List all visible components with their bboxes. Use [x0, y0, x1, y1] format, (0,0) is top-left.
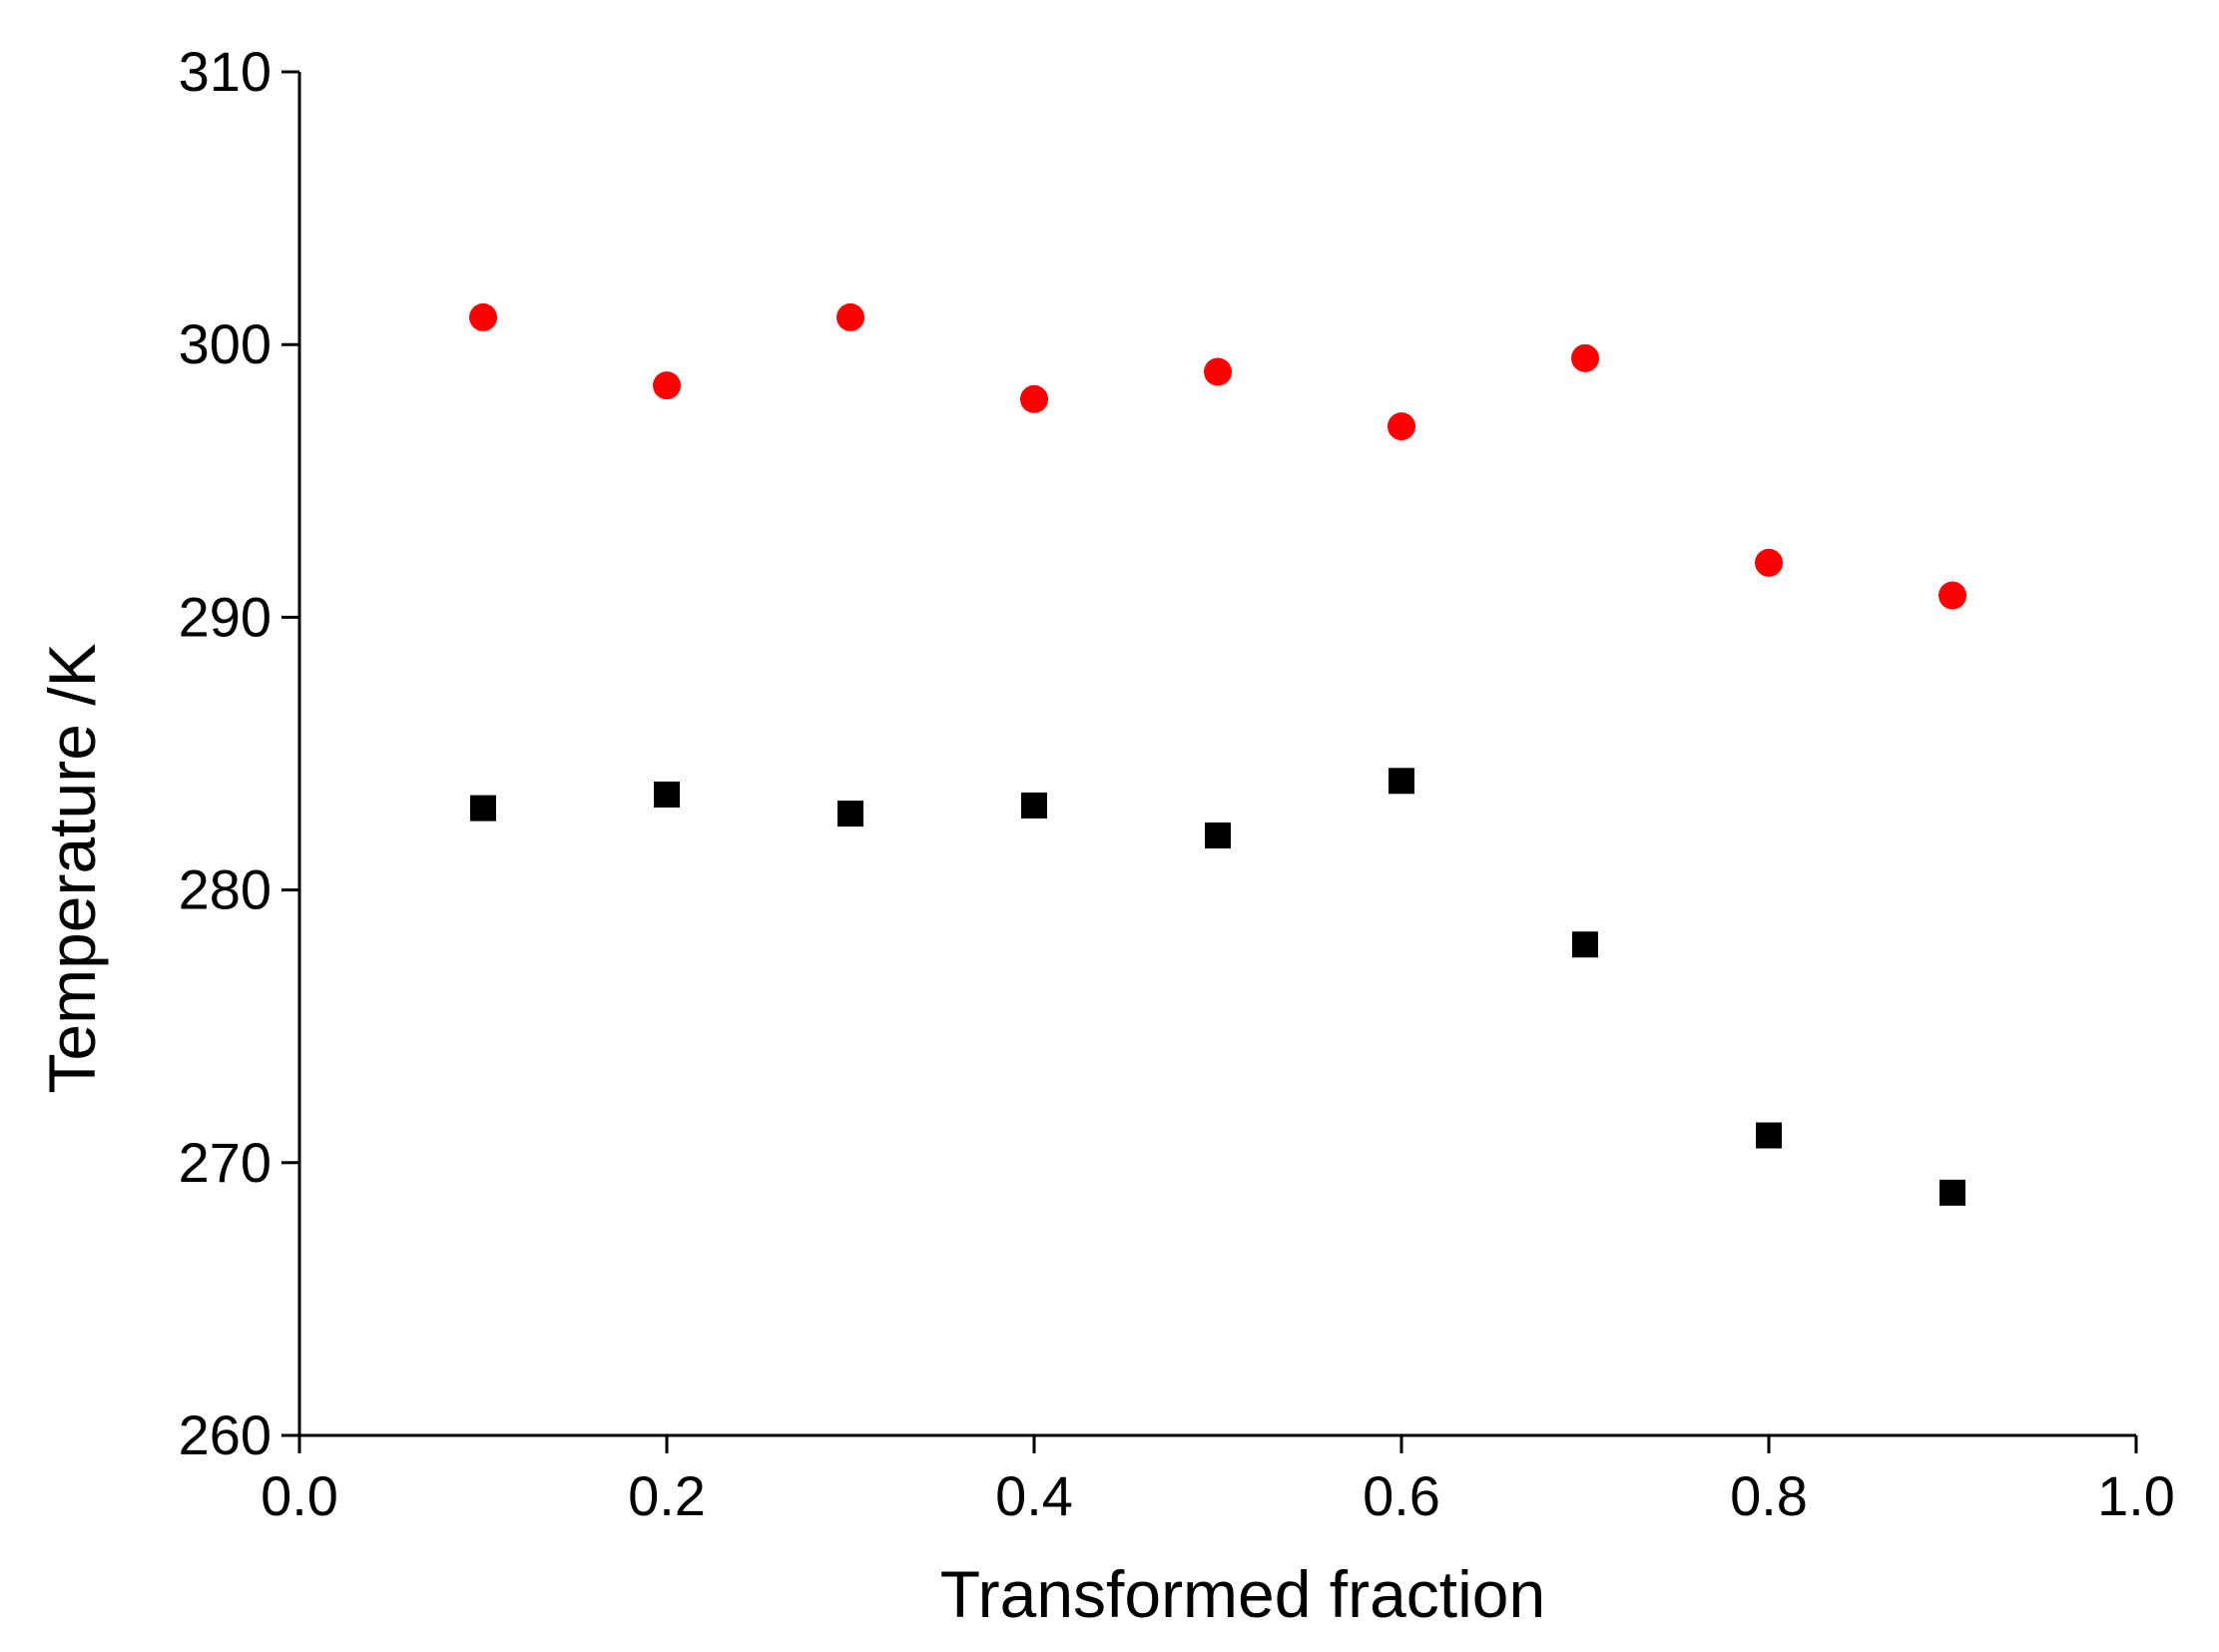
y-tick-label: 270	[179, 1131, 272, 1194]
circle-point	[1755, 548, 1783, 577]
axes	[297, 72, 2136, 1437]
y-axis-title: Temperature /K	[35, 643, 109, 1093]
x-tick-label: 0.6	[1363, 1464, 1440, 1527]
square-point	[837, 801, 863, 827]
square-point	[1756, 1122, 1782, 1149]
circle-point	[836, 302, 864, 331]
x-tick-label: 1.0	[2097, 1464, 2175, 1527]
x-tick-label: 0.8	[1730, 1464, 1808, 1527]
data-marks	[469, 302, 1966, 1206]
x-axis-title: Transformed fraction	[940, 1557, 1545, 1631]
square-point	[470, 795, 496, 822]
y-tick-label: 280	[179, 858, 272, 921]
x-tick-label: 0.0	[261, 1464, 338, 1527]
y-tick-label: 260	[179, 1403, 272, 1466]
circle-point	[1020, 384, 1048, 413]
square-point	[1021, 792, 1047, 819]
circle-point	[1387, 412, 1415, 441]
square-point	[654, 781, 680, 808]
x-tick-label: 0.2	[628, 1464, 706, 1527]
circle-point	[1571, 343, 1599, 372]
y-axis-ticks: 260 270 280 290 300 310	[179, 40, 299, 1466]
circle-point	[653, 371, 681, 400]
y-tick-label: 290	[179, 585, 272, 648]
y-tick-label: 300	[179, 312, 272, 375]
y-tick-label: 310	[179, 40, 272, 103]
square-point	[1940, 1179, 1965, 1206]
circle-point	[1204, 357, 1232, 386]
square-point	[1388, 768, 1414, 795]
x-tick-label: 0.4	[995, 1464, 1073, 1527]
square-point	[1572, 931, 1598, 958]
x-axis-ticks: 0.0 0.2 0.4 0.6 0.8 1.0	[261, 1435, 2175, 1527]
circle-point	[1939, 581, 1966, 610]
circle-point	[469, 302, 497, 331]
square-point	[1205, 822, 1231, 848]
